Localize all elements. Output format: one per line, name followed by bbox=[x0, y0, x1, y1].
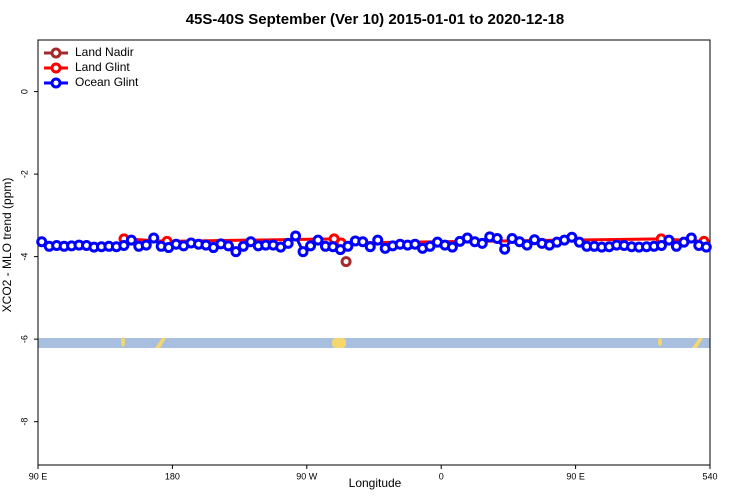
legend-marker bbox=[50, 77, 62, 89]
data-point bbox=[230, 246, 242, 258]
data-point bbox=[357, 236, 369, 248]
plot-frame bbox=[37, 39, 711, 466]
data-point bbox=[290, 230, 302, 242]
x-tick-label: 180 bbox=[165, 471, 180, 481]
chart-title: 45S-40S September (Ver 10) 2015-01-01 to… bbox=[186, 11, 565, 28]
y-tick-label: -2 bbox=[19, 170, 29, 178]
legend-label: Land Glint bbox=[75, 60, 130, 74]
map-strip bbox=[38, 337, 710, 348]
data-point bbox=[305, 240, 317, 252]
data-point bbox=[342, 240, 354, 252]
x-tick-label: 540 bbox=[702, 471, 717, 481]
data-point bbox=[148, 232, 160, 244]
data-point bbox=[297, 246, 309, 258]
data-point bbox=[364, 241, 376, 253]
data-point bbox=[222, 240, 234, 252]
x-tick-label: 90 E bbox=[29, 471, 48, 481]
data-point bbox=[340, 256, 352, 268]
data-point bbox=[663, 234, 675, 246]
data-point bbox=[282, 237, 294, 249]
x-tick-label: 90 E bbox=[566, 471, 585, 481]
legend-label: Land Nadir bbox=[75, 45, 134, 59]
data-point bbox=[685, 232, 697, 244]
data-point bbox=[312, 234, 324, 246]
y-tick-label: 0 bbox=[19, 89, 29, 94]
data-point bbox=[446, 241, 458, 253]
legend-label: Ocean Glint bbox=[75, 75, 139, 89]
y-axis-label: XCO2 - MLO trend (ppm) bbox=[0, 178, 14, 313]
data-point bbox=[476, 237, 488, 249]
data-point bbox=[372, 234, 384, 246]
data-point bbox=[140, 239, 152, 251]
data-point bbox=[491, 232, 503, 244]
y-tick-label: -6 bbox=[19, 335, 29, 343]
data-point bbox=[125, 234, 137, 246]
data-point bbox=[700, 241, 712, 253]
x-tick-label: 0 bbox=[439, 471, 444, 481]
legend-marker bbox=[50, 47, 62, 59]
y-tick-label: -4 bbox=[19, 253, 29, 261]
data-point bbox=[655, 239, 667, 251]
legend-marker bbox=[50, 62, 62, 74]
data-point bbox=[237, 240, 249, 252]
data-point bbox=[118, 239, 130, 251]
data-point bbox=[499, 243, 511, 255]
data-point bbox=[36, 236, 48, 248]
y-tick-label: -8 bbox=[19, 418, 29, 426]
data-point bbox=[521, 239, 533, 251]
data-point bbox=[566, 231, 578, 243]
x-axis-label: Longitude bbox=[349, 476, 402, 490]
x-tick-label: 90 W bbox=[296, 471, 318, 481]
